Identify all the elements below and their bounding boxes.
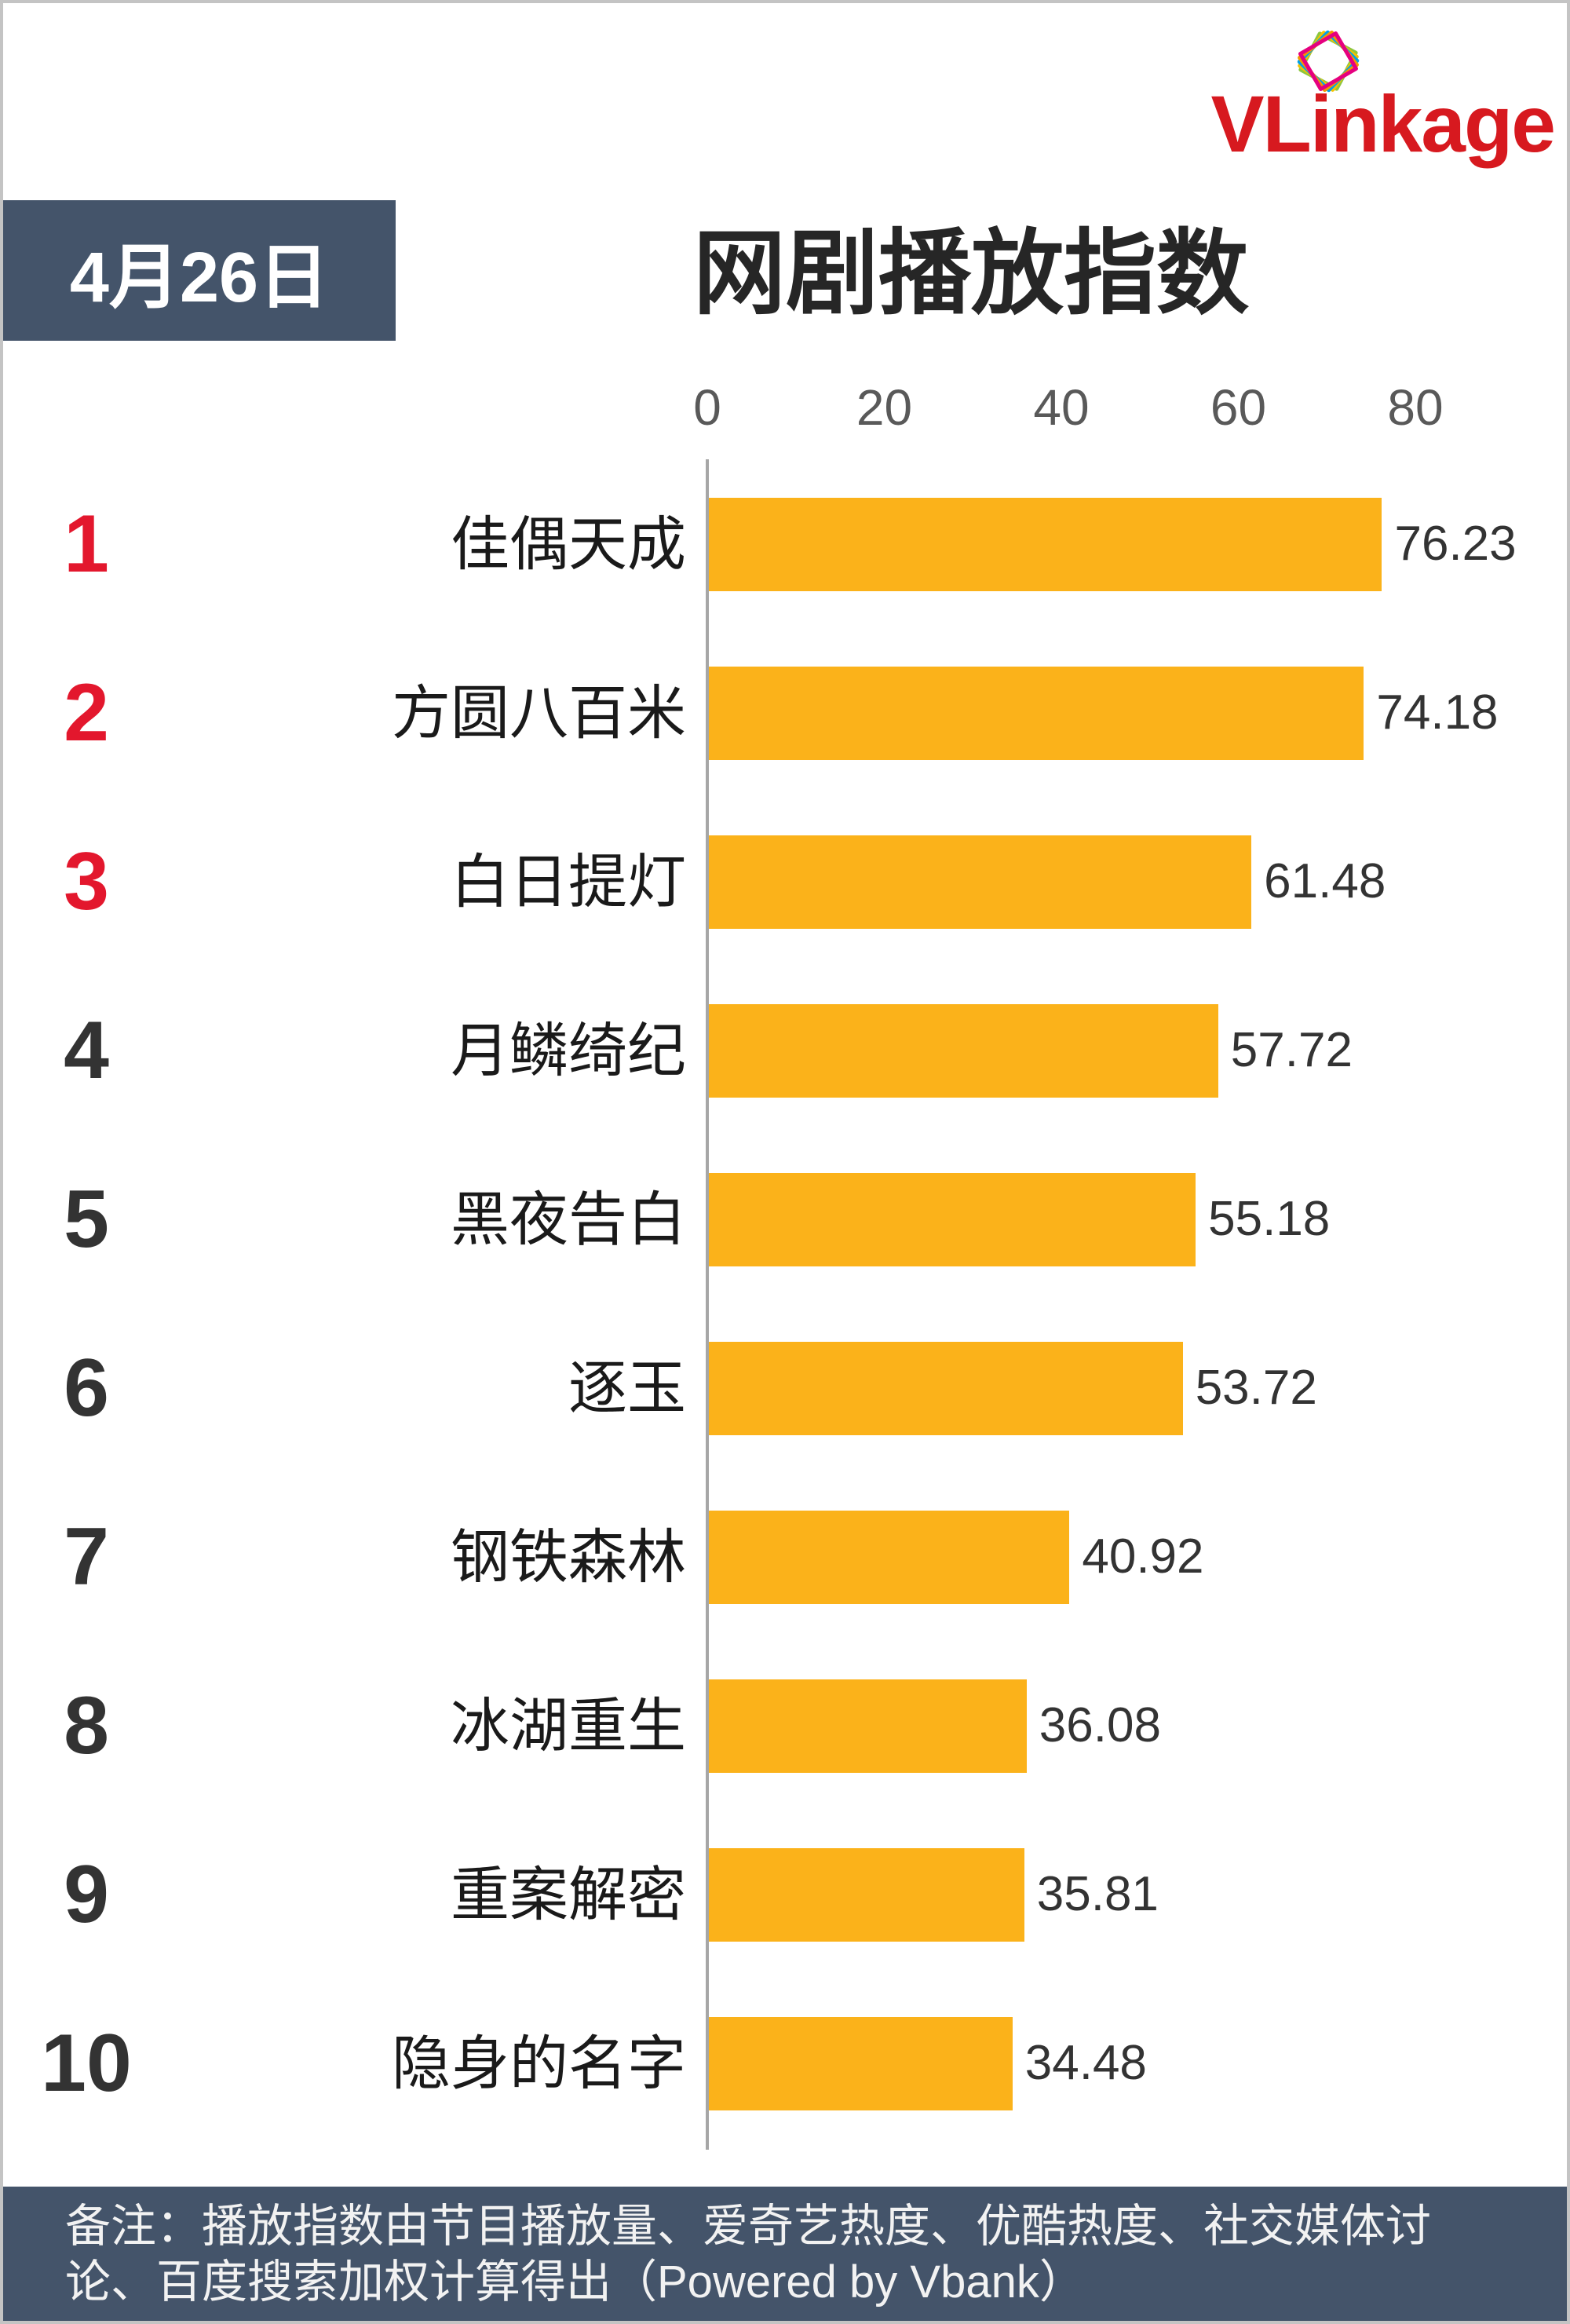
bar xyxy=(709,1004,1218,1098)
rank-label: 1 xyxy=(64,499,109,590)
data-label: 61.48 xyxy=(1264,854,1386,908)
bar xyxy=(709,835,1252,929)
category-label: 隐身的名字 xyxy=(391,2030,686,2096)
x-tick-label: 80 xyxy=(1387,379,1444,436)
data-label: 55.18 xyxy=(1208,1192,1331,1246)
data-label: 35.81 xyxy=(1036,1867,1159,1921)
brand-logo-text: VLinkage xyxy=(1210,79,1556,169)
category-label: 月鳞绮纪 xyxy=(450,1018,686,1083)
rank-label: 7 xyxy=(64,1511,109,1602)
data-label: 57.72 xyxy=(1230,1023,1353,1077)
logo-graphic xyxy=(1297,30,1360,93)
data-label: 53.72 xyxy=(1195,1361,1317,1415)
category-label: 钢铁森林 xyxy=(450,1524,686,1590)
rank-label: 8 xyxy=(64,1680,109,1771)
data-label: 76.23 xyxy=(1394,517,1517,571)
chart-title: 网剧播放指数 xyxy=(692,222,1249,326)
bar xyxy=(709,498,1382,591)
footer-note-line: 论、百度搜索加权计算得出（Powered by Vbank） xyxy=(65,2256,1085,2308)
rank-label: 4 xyxy=(64,1005,109,1096)
category-label: 冰湖重生 xyxy=(450,1693,686,1759)
date-badge: 4月26日 xyxy=(3,200,396,341)
x-tick-label: 60 xyxy=(1210,379,1267,436)
rank-label: 10 xyxy=(41,2018,132,2109)
category-label: 佳偶天成 xyxy=(450,511,686,577)
bar xyxy=(709,1679,1027,1773)
rank-label: 2 xyxy=(64,667,109,758)
rank-label: 5 xyxy=(64,1174,109,1265)
rank-label: 9 xyxy=(64,1849,109,1940)
bar xyxy=(709,667,1364,760)
category-label: 黑夜告白 xyxy=(450,1186,686,1252)
category-label: 方圆八百米 xyxy=(391,680,686,746)
bar xyxy=(709,1848,1024,1942)
x-tick-label: 20 xyxy=(856,379,913,436)
x-tick-label: 0 xyxy=(693,379,721,436)
rank-label: 6 xyxy=(64,1343,109,1434)
rank-label: 3 xyxy=(64,836,109,927)
data-label: 34.48 xyxy=(1024,2036,1147,2090)
bar xyxy=(709,2017,1013,2110)
data-label: 36.08 xyxy=(1039,1698,1161,1752)
data-label: 74.18 xyxy=(1376,685,1499,740)
footer-note: 备注：播放指数由节目播放量、爱奇艺热度、优酷热度、社交媒体讨 论、百度搜索加权计… xyxy=(3,2187,1567,2321)
bar xyxy=(709,1342,1183,1435)
x-tick-label: 40 xyxy=(1033,379,1090,436)
bar xyxy=(709,1511,1070,1604)
category-label: 重案解密 xyxy=(450,1862,686,1928)
category-label: 白日提灯 xyxy=(450,849,686,915)
bar xyxy=(709,1173,1196,1266)
y-axis-line xyxy=(706,459,709,2150)
footer-note-line: 备注：播放指数由节目播放量、爱奇艺热度、优酷热度、社交媒体讨 xyxy=(65,2201,1432,2252)
date-label: 4月26日 xyxy=(69,238,330,317)
category-label: 逐玉 xyxy=(568,1355,686,1421)
data-label: 40.92 xyxy=(1082,1529,1204,1584)
